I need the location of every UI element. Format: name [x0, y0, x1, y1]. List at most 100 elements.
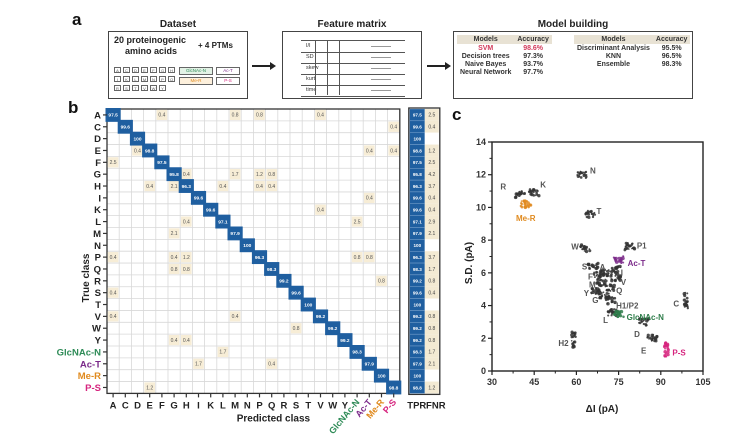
- cell-fill: [229, 109, 241, 121]
- amino-acid-chip: H: [168, 67, 175, 73]
- data-point: [598, 275, 602, 279]
- cell-fill: [178, 179, 194, 193]
- data-point: [596, 273, 599, 276]
- cell-fill: [181, 334, 192, 346]
- x-axis-label: Predicted class: [237, 413, 311, 424]
- cell-value: 0.8: [366, 255, 373, 261]
- off-diagonal-cell: 0.8: [266, 169, 277, 180]
- data-point: [683, 294, 687, 298]
- cell-fill: [251, 250, 268, 265]
- cell-value: 0.4: [317, 113, 324, 119]
- off-diagonal-cell: 0.4: [315, 204, 326, 215]
- fnr-cell: [424, 286, 439, 299]
- off-diagonal-cell: 0.4: [144, 180, 155, 192]
- tpr-header: TPR: [407, 400, 426, 411]
- data-point: [580, 246, 582, 248]
- cell-value: 0.8: [293, 326, 300, 332]
- cell-fill: [117, 119, 133, 134]
- cell-value: 99.2: [328, 326, 338, 332]
- model-building-title: Model building: [537, 19, 609, 30]
- feature-row: kurt: [301, 74, 405, 86]
- feature-row: skew: [301, 63, 405, 75]
- matrix-frame: [106, 108, 401, 395]
- data-point: [588, 264, 590, 267]
- cell-fill: [364, 252, 375, 263]
- arrow-right-icon: [427, 62, 451, 69]
- cell-value: 98.8: [389, 385, 399, 391]
- data-point: [624, 241, 628, 245]
- data-point: [579, 176, 583, 179]
- cell-value: 0.4: [183, 338, 190, 344]
- feature-label: SD: [306, 54, 314, 60]
- data-point: [622, 255, 625, 258]
- off-diagonal-cell: 0.4: [107, 311, 119, 322]
- data-point: [598, 284, 601, 287]
- fnr-cell: [424, 334, 439, 346]
- model-name: Decision trees: [461, 52, 510, 60]
- diagonal-cell: 100: [300, 297, 316, 312]
- data-point: [606, 295, 610, 299]
- off-diagonal-cell: 0.4: [156, 109, 168, 121]
- data-point: [587, 215, 591, 219]
- cell-fill: [239, 238, 255, 253]
- cluster-c: [682, 291, 689, 310]
- feature-value-placeholder: [371, 46, 391, 47]
- summary-row: 98.3 1.7: [409, 345, 439, 359]
- off-diagonal-cell: 0.4: [107, 287, 119, 298]
- y-tick-label: D: [94, 134, 101, 145]
- cell-value: 0.8: [268, 172, 275, 178]
- data-point: [622, 315, 625, 319]
- cell-fill: [142, 143, 158, 158]
- cell-value: 0.8: [256, 113, 263, 119]
- data-point: [518, 192, 522, 196]
- tpr-value: 97.9: [413, 362, 422, 367]
- data-point: [594, 290, 598, 294]
- tpr-value: 99.6: [413, 125, 422, 130]
- x-tick-label: Q: [268, 400, 275, 411]
- cell-fill: [181, 252, 192, 263]
- off-diagonal-cell: 0.8: [254, 109, 265, 121]
- amino-acid-chip: V: [141, 85, 148, 91]
- cell-value: 0.4: [232, 314, 239, 320]
- summary-row: 98.3 1.7: [409, 262, 439, 276]
- feature-row: time: [301, 85, 405, 97]
- amino-acid-chip: F: [150, 67, 157, 73]
- y-tick-label: 8: [481, 235, 486, 245]
- data-point: [602, 272, 606, 277]
- y-tick-label: E: [95, 146, 101, 157]
- data-point: [666, 350, 670, 354]
- data-point: [603, 281, 607, 285]
- data-point: [602, 291, 605, 294]
- off-diagonal-cell: 1.2: [144, 382, 155, 393]
- x-tick-label: T: [305, 400, 311, 411]
- data-point: [587, 210, 590, 214]
- fnr-cell: [424, 239, 439, 252]
- tpr-value: 96.3: [413, 255, 422, 260]
- cluster-n: [576, 170, 588, 179]
- fnr-header: FNR: [426, 400, 446, 411]
- data-point: [594, 286, 598, 290]
- fnr-value: 2.5: [428, 160, 435, 166]
- off-diagonal-cell: 0.4: [217, 180, 229, 192]
- tpr-value: 96.3: [413, 184, 422, 189]
- data-point: [614, 302, 616, 304]
- data-point: [600, 284, 604, 287]
- cell-fill: [107, 252, 119, 263]
- cluster-r: [513, 190, 526, 200]
- cluster-label: L: [603, 316, 608, 325]
- data-point: [598, 279, 601, 282]
- data-point: [577, 171, 579, 174]
- fnr-cell: [424, 381, 439, 394]
- cluster-label: Ac-T: [628, 259, 646, 268]
- model-accuracy: 97.3%: [523, 52, 544, 60]
- data-point: [666, 354, 668, 356]
- y-tick-label: V: [95, 312, 102, 323]
- cell-value: 99.6: [194, 196, 204, 202]
- tpr-value: 98.8: [413, 148, 422, 153]
- cell-fill: [156, 109, 168, 121]
- cell-value: 0.4: [390, 148, 397, 154]
- off-diagonal-cell: 0.4: [266, 180, 277, 192]
- diagonal-cell: 100: [129, 131, 146, 146]
- cluster-label: G: [592, 296, 598, 305]
- fnr-value: 4.2: [428, 172, 435, 178]
